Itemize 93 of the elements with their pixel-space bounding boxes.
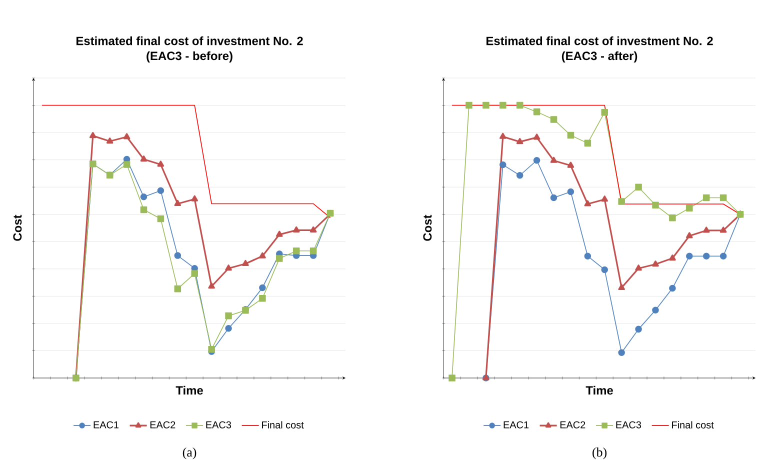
point	[140, 155, 148, 162]
point	[225, 312, 232, 320]
chart-title: Estimated final cost of investment No. 2	[76, 36, 303, 46]
point	[292, 226, 300, 232]
legend-label: Final cost	[672, 421, 714, 428]
point	[550, 194, 558, 202]
point	[652, 202, 659, 208]
point	[123, 161, 130, 168]
point	[140, 206, 148, 214]
legend-label: EAC3	[616, 421, 642, 428]
point	[191, 270, 198, 277]
point	[669, 254, 676, 261]
point	[174, 200, 182, 206]
point	[242, 260, 249, 266]
point	[533, 108, 540, 116]
point	[618, 284, 625, 290]
point	[225, 324, 232, 332]
point	[550, 156, 558, 163]
point	[601, 196, 608, 202]
text: (b)	[592, 448, 607, 460]
point	[208, 346, 215, 353]
point	[157, 160, 164, 167]
point	[686, 252, 693, 260]
point	[584, 200, 592, 206]
point	[259, 284, 266, 292]
point	[720, 226, 727, 233]
chart-title: Estimated final cost of investment No. 2	[486, 36, 713, 46]
point	[652, 260, 659, 267]
point	[533, 156, 540, 164]
point	[669, 214, 676, 222]
legend-label: EAC2	[150, 421, 176, 428]
point	[225, 264, 232, 271]
point	[310, 226, 317, 232]
x-axis-title: Time	[176, 386, 203, 395]
point	[720, 252, 727, 260]
point	[601, 108, 608, 116]
point	[259, 252, 266, 258]
y-axis-title: Cost	[13, 214, 22, 241]
point	[310, 248, 317, 254]
legend-label: EAC3	[206, 421, 232, 428]
point	[174, 285, 182, 292]
point	[191, 195, 198, 202]
point	[292, 248, 300, 254]
point	[618, 349, 625, 356]
point	[516, 138, 524, 144]
point	[550, 116, 558, 123]
point	[618, 198, 625, 205]
chart-subtitle: (EAC3 - before)	[146, 51, 232, 63]
point	[584, 252, 592, 260]
point	[635, 326, 642, 333]
text: (a)	[182, 448, 196, 460]
point	[567, 188, 574, 196]
legend-label: EAC1	[504, 421, 529, 428]
point	[140, 194, 148, 200]
point	[702, 226, 710, 233]
point	[601, 266, 608, 274]
point	[174, 252, 182, 259]
point	[516, 102, 524, 109]
point	[669, 284, 676, 292]
point	[635, 184, 642, 190]
point	[686, 204, 693, 212]
point	[276, 255, 283, 262]
point	[157, 187, 164, 194]
point	[499, 132, 506, 139]
point	[499, 161, 506, 168]
point	[208, 282, 215, 289]
legend-label: EAC1	[94, 421, 119, 428]
legend-label: Final cost	[262, 421, 304, 428]
point	[157, 215, 164, 222]
point	[123, 133, 130, 140]
point	[89, 132, 96, 138]
point	[567, 132, 574, 139]
point	[276, 230, 283, 237]
point	[448, 374, 456, 382]
point	[499, 102, 506, 109]
chart-subtitle: (EAC3 - after)	[562, 51, 638, 63]
legend-label: EAC2	[560, 421, 586, 428]
point	[567, 162, 574, 168]
point	[702, 252, 710, 260]
point	[702, 194, 710, 202]
point	[482, 102, 490, 109]
point	[259, 294, 266, 302]
x-axis-title: Time	[586, 386, 613, 395]
point	[466, 102, 472, 109]
point	[652, 306, 659, 314]
point	[516, 172, 524, 179]
point	[720, 194, 727, 202]
point	[686, 232, 693, 238]
point	[533, 134, 540, 140]
point	[584, 140, 592, 147]
y-axis-title: Cost	[423, 214, 432, 241]
point	[635, 264, 642, 271]
point	[106, 137, 114, 144]
